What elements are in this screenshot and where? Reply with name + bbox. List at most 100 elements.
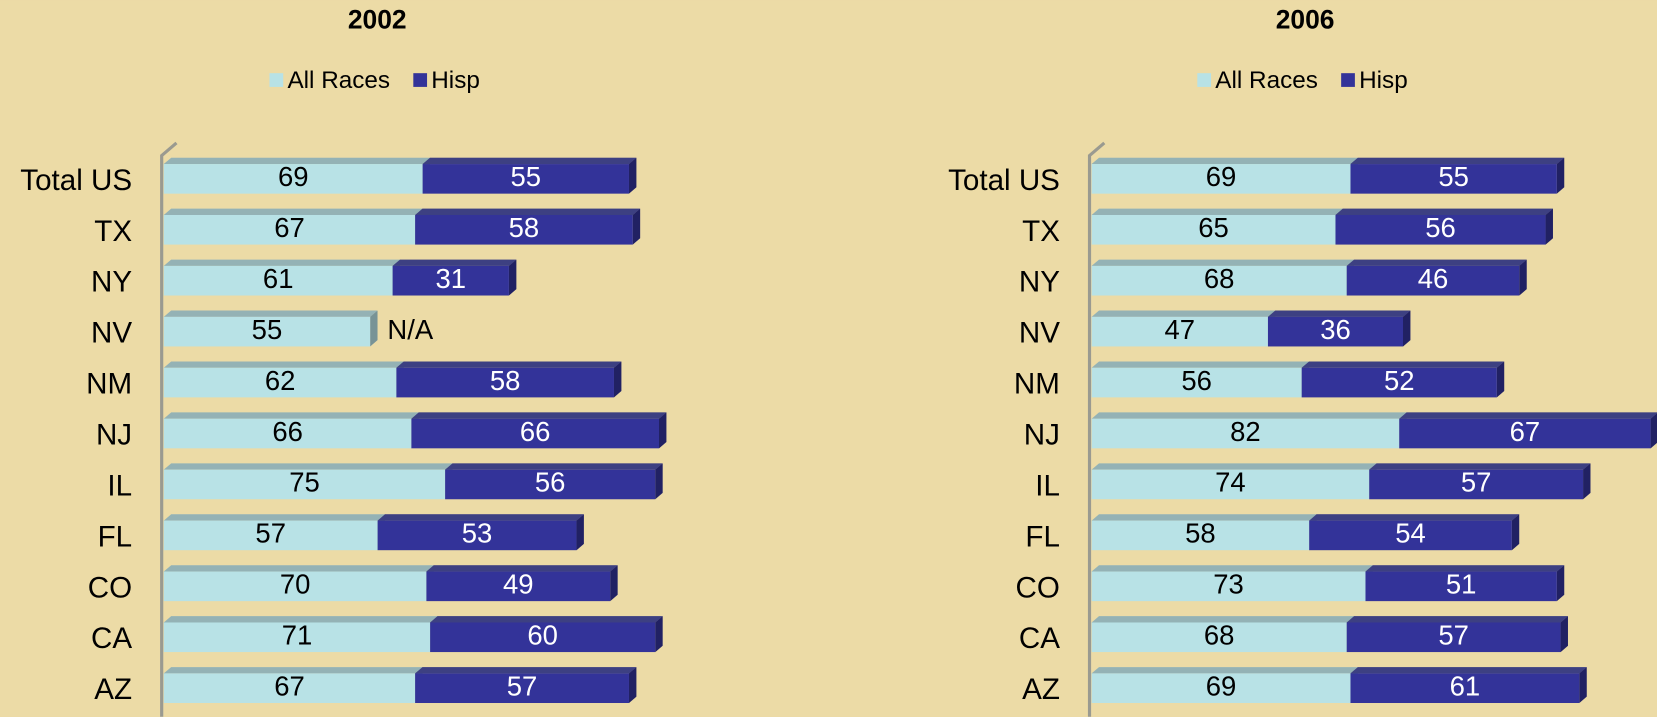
bar-top-shade (1346, 259, 1527, 266)
bar-side-shade (1583, 463, 1591, 500)
bar-top-shade (163, 514, 386, 521)
bar-front (1365, 571, 1557, 602)
bar-top-shade (1399, 412, 1657, 419)
bar-top-shade (1091, 259, 1355, 266)
bar-side (1545, 208, 1553, 245)
bar-top-shade (1091, 412, 1407, 419)
legend-label: All Races (1215, 67, 1318, 94)
bar-top (1335, 208, 1553, 215)
category-label: NY (1019, 266, 1060, 299)
bar-top (1091, 616, 1355, 623)
value-label: 51 (1446, 569, 1477, 600)
bar-side-shade (1579, 667, 1587, 704)
bar-top-shade (1091, 208, 1343, 215)
bar-top-shade (411, 412, 667, 419)
bar-front (1335, 214, 1546, 245)
value-label: 69 (278, 161, 309, 192)
bar-front (163, 520, 378, 551)
bar-top-shade (1346, 616, 1568, 623)
bar-side-shade (1511, 514, 1520, 551)
category-label: NY (91, 266, 132, 299)
bar-top-shade (415, 208, 641, 215)
bar-front (1091, 214, 1336, 245)
bar-top (396, 361, 622, 368)
bar-side (655, 616, 663, 653)
bar-top (1369, 463, 1591, 470)
value-label: 52 (1384, 365, 1415, 396)
bar-top-shade (163, 157, 431, 165)
bar (163, 565, 434, 602)
bar-front (163, 469, 446, 500)
bar (1399, 412, 1657, 449)
bar (1091, 157, 1358, 194)
bar-front (163, 367, 397, 398)
bar-top-shade (163, 616, 438, 623)
bar-top (163, 157, 431, 165)
bar-top (430, 616, 663, 623)
category-label: AZ (94, 673, 132, 706)
bar-front (163, 673, 416, 704)
value-label: 31 (436, 263, 467, 294)
bar-top-shade (163, 208, 423, 215)
bar-top-shade (163, 412, 419, 419)
bar-top-shade (1350, 667, 1587, 674)
bar (163, 412, 419, 449)
bar-top-shade (1091, 157, 1358, 165)
bar-side-shade (1650, 413, 1657, 449)
bar-top (1365, 565, 1565, 572)
value-label: 54 (1395, 518, 1426, 549)
bar-front (163, 418, 412, 449)
bar-top-shade (422, 157, 637, 165)
bar-side (1560, 616, 1568, 653)
legend-swatch (269, 73, 284, 87)
bar-front (163, 214, 416, 245)
bar-top-shade (1365, 565, 1565, 572)
bar-front (1091, 164, 1351, 194)
bar (1346, 616, 1568, 653)
bar-side-shade (508, 259, 517, 296)
bar-side-shade (1545, 208, 1553, 245)
bar-top-shade (1091, 463, 1377, 470)
bar-top-shade (430, 616, 663, 623)
bar (163, 463, 453, 500)
category-label: NM (86, 368, 132, 401)
value-label: 55 (511, 161, 542, 192)
category-label: CA (91, 622, 132, 655)
bar-top-shade (163, 259, 401, 266)
bar-front (1369, 469, 1584, 500)
bar (445, 463, 663, 500)
bar-top (1399, 412, 1657, 419)
bar (163, 310, 378, 347)
bar-top (163, 565, 434, 572)
bar-top (163, 310, 378, 317)
bar-front (163, 622, 431, 653)
bar-top-shade (392, 259, 517, 266)
bar (430, 616, 663, 653)
bar-top-shade (426, 565, 618, 572)
bar-top (1091, 208, 1343, 215)
bar-side (628, 157, 637, 194)
bar-side (1403, 310, 1411, 347)
value-label: 61 (263, 263, 294, 294)
legend-swatch (1197, 73, 1212, 87)
value-label: N/A (387, 314, 433, 345)
bar-top-shade (1369, 463, 1591, 470)
value-label: 55 (252, 314, 283, 345)
bar-front (163, 164, 423, 194)
bar-top (1091, 412, 1407, 419)
value-label: 56 (1181, 365, 1212, 396)
bar (422, 157, 637, 194)
bar-top-shade (163, 310, 378, 317)
category-label: TX (1022, 215, 1060, 248)
bar-top (415, 208, 641, 215)
bar-side-shade (1560, 616, 1568, 653)
bar-top (1309, 514, 1520, 521)
value-label: 58 (1185, 518, 1216, 549)
bar (377, 514, 584, 551)
category-label: Total US (20, 164, 132, 197)
bar (1369, 463, 1591, 500)
bar-side (1511, 514, 1520, 551)
value-label: 61 (1450, 670, 1481, 701)
bar-top (1091, 463, 1377, 470)
